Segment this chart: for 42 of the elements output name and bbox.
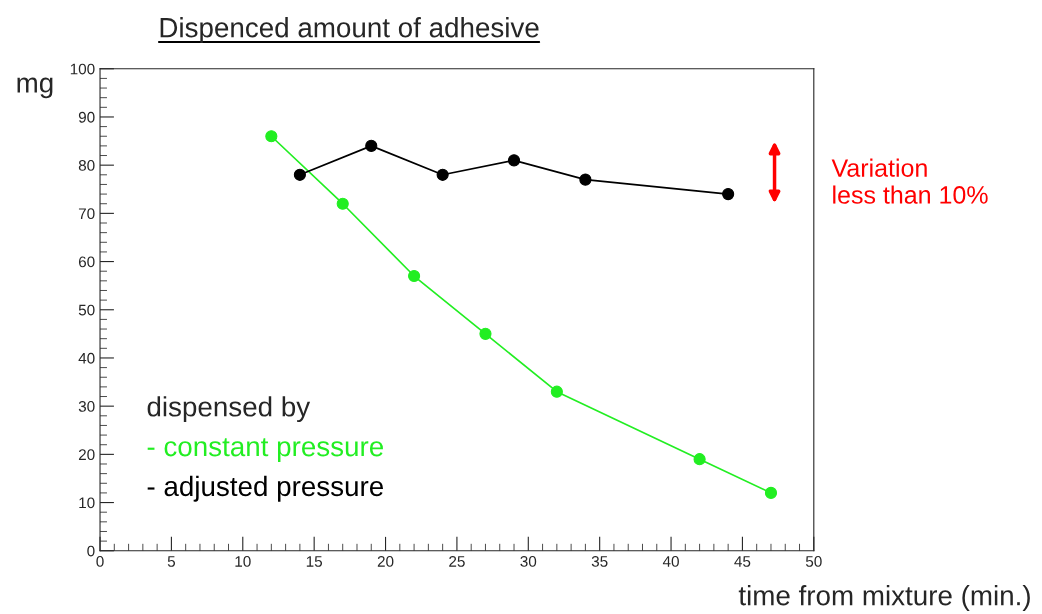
point: [408, 269, 421, 283]
x-tick-label: 30: [520, 556, 537, 567]
y-tick-label: 0: [87, 545, 95, 557]
y-tick-label: 80: [78, 160, 95, 171]
point: [693, 453, 706, 466]
text: - adjusted pressure: [147, 475, 383, 502]
x-tick-label: 50: [805, 556, 822, 567]
x-axis-title: time from mixture (min.): [738, 585, 1030, 611]
x-tick-label: 0: [96, 556, 104, 567]
y-tick-label: 60: [78, 256, 95, 268]
point: [507, 154, 521, 167]
y-tick-label: 50: [78, 304, 95, 316]
point: [436, 168, 449, 181]
y-tick-label: 40: [78, 352, 95, 364]
point: [293, 168, 306, 181]
y-tick-label: 30: [78, 401, 95, 412]
x-tick-label: 25: [449, 556, 465, 567]
point: [722, 188, 735, 201]
x-tick-label: 45: [734, 556, 751, 567]
point: [265, 130, 278, 143]
y-tick-label: 70: [78, 208, 95, 220]
point: [479, 327, 492, 340]
x-tick-label: 10: [235, 556, 251, 567]
x-tick-label: 35: [591, 556, 608, 567]
point: [764, 486, 778, 499]
y-tick-label: 90: [78, 111, 95, 123]
x-tick-label: 5: [167, 556, 176, 567]
point: [365, 139, 378, 152]
legend-title: dispensed by: [147, 396, 311, 423]
x-tick-label: 15: [306, 556, 323, 567]
y-tick-label: 100: [70, 63, 95, 75]
point: [550, 385, 563, 398]
y-axis-title: mg: [17, 77, 53, 99]
x-tick-label: 40: [662, 556, 679, 567]
x-tick-label: 20: [377, 556, 394, 567]
chart-title: Dispenced amount of adhesive: [160, 17, 539, 43]
point: [336, 197, 349, 210]
y-tick-label: 20: [78, 449, 95, 461]
text: Variation less than 10%: [831, 158, 988, 204]
text: - constant pressure: [147, 438, 383, 462]
point: [579, 173, 592, 186]
y-tick-label: 10: [79, 497, 95, 509]
